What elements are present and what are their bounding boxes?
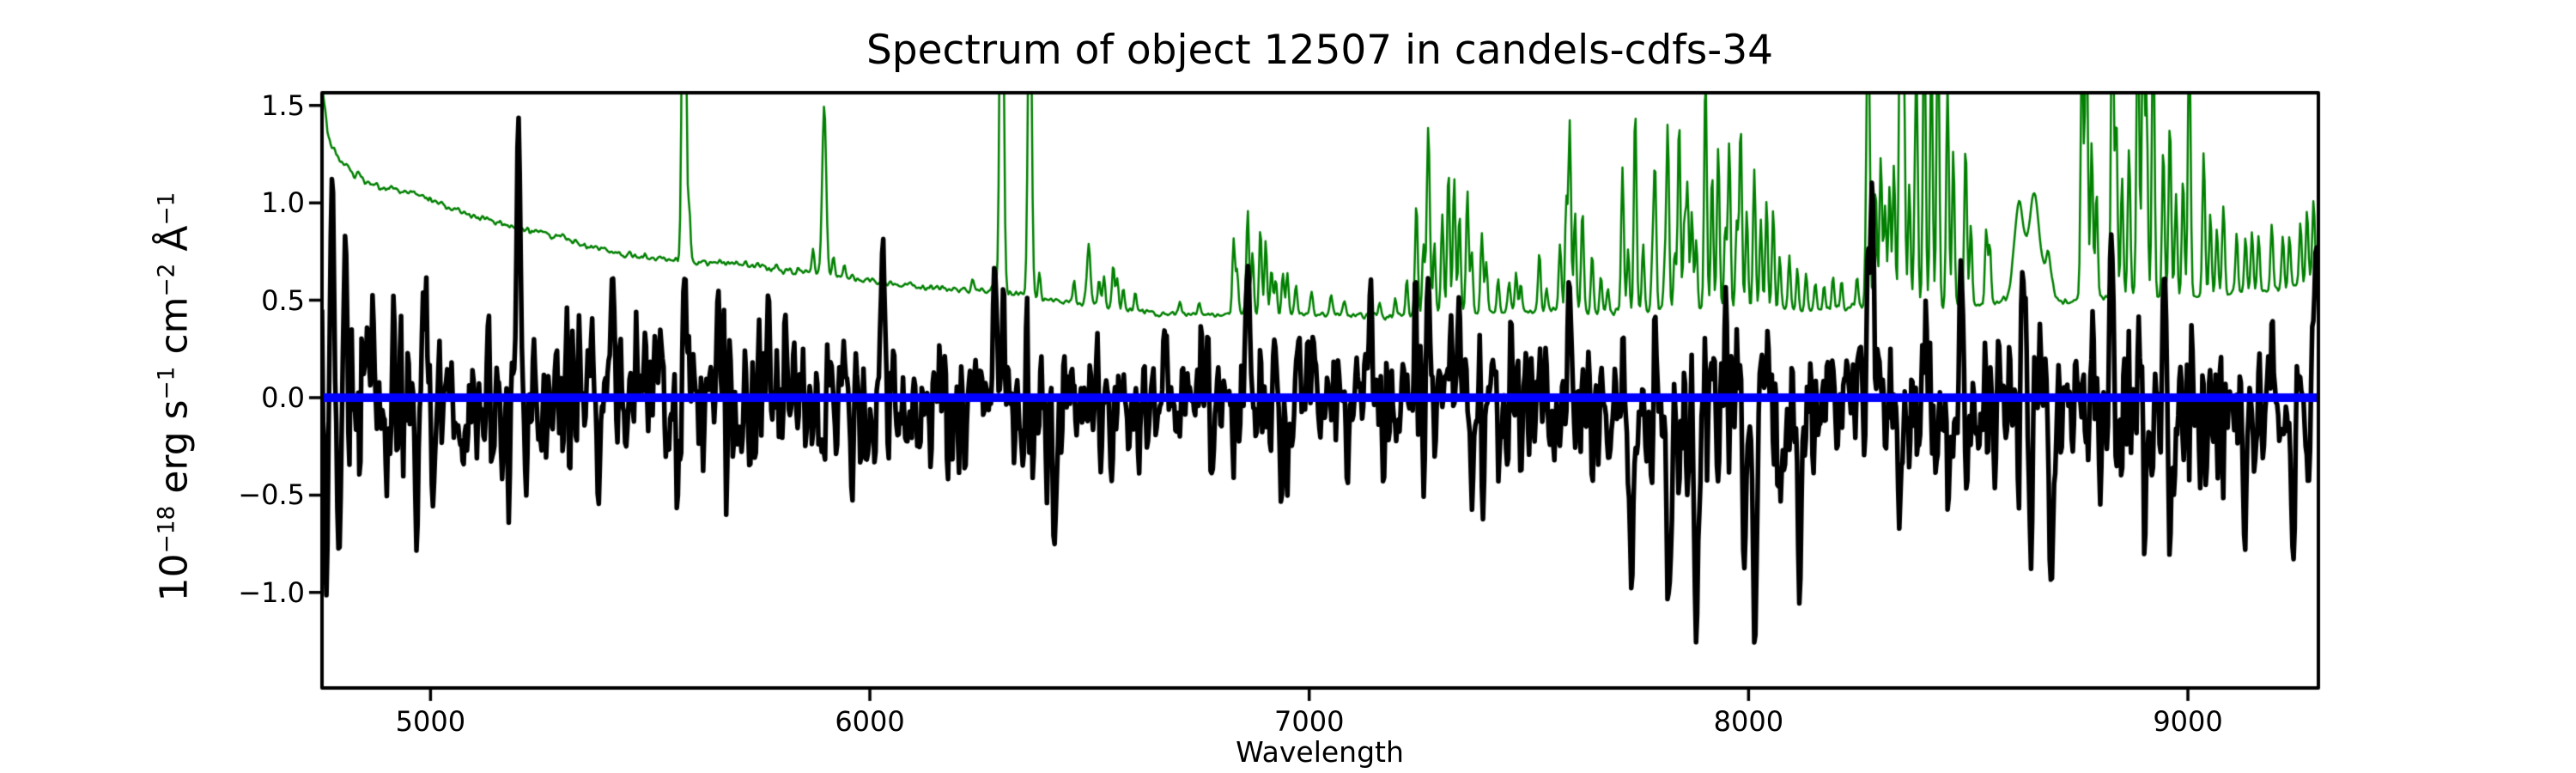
y-tick-label: −1.0 — [238, 575, 305, 609]
y-tick-label: 1.0 — [261, 186, 305, 220]
x-tick-label: 7000 — [1273, 705, 1345, 738]
x-tick-label: 8000 — [1713, 705, 1784, 738]
y-axis-label-text: erg s — [152, 399, 197, 506]
y-tick-label: 1.5 — [261, 88, 305, 122]
y-axis-label-exponent: −1 — [153, 366, 180, 400]
x-tick-label: 9000 — [2153, 705, 2223, 738]
x-axis-label: Wavelength — [1236, 735, 1404, 769]
y-axis-label-exponent: −18 — [153, 505, 180, 554]
y-tick-label: 0.5 — [261, 283, 305, 317]
y-axis-label-exponent: −1 — [153, 192, 180, 226]
y-axis-label-text: 10 — [152, 553, 197, 602]
chart-title: Spectrum of object 12507 in candels-cdfs… — [866, 27, 1774, 74]
y-axis-label: 10−18 erg s−1 cm−2 Å−1 — [153, 192, 197, 602]
x-tick-label: 5000 — [395, 705, 466, 738]
y-tick-label: 0.0 — [261, 381, 305, 414]
x-tick-label: 6000 — [835, 705, 905, 738]
y-axis-label-exponent: −2 — [153, 263, 180, 297]
y-tick-label: −0.5 — [238, 478, 305, 512]
y-axis-label-text: Å — [152, 225, 197, 264]
y-axis-label-text: cm — [152, 296, 197, 367]
